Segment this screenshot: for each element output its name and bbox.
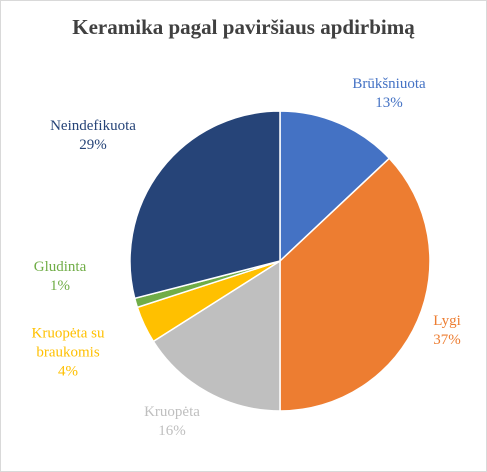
percent-label: 1% (50, 278, 70, 294)
percent-label: 4% (58, 363, 78, 380)
pie-slice (279, 157, 431, 412)
data-label: Kruopėta 16% (127, 403, 217, 441)
data-label: Brūkšniuota 13% (334, 75, 444, 113)
pie-slice (279, 110, 391, 263)
category-label: Brūkšniuota (352, 76, 426, 92)
data-label: Neindefikuota 29% (33, 117, 153, 155)
chart-title: Keramika pagal paviršiaus apdirbimą (72, 15, 415, 39)
category-label: Gludinta (33, 259, 87, 275)
pie-slice (152, 259, 281, 412)
data-label: Gludinta 1% (15, 258, 105, 296)
percent-label: 16% (158, 423, 186, 439)
percent-label: 29% (79, 137, 107, 153)
data-label: Lygi 37% (417, 312, 477, 350)
percent-label: 37% (433, 332, 461, 348)
percent-label: 13% (375, 95, 403, 111)
category-label: Lygi (433, 313, 461, 329)
category-label: Kruopėta su braukomis (31, 325, 105, 361)
category-label: Neindefikuota (50, 118, 136, 134)
pie-slice (129, 110, 281, 300)
data-label: Kruopėta su braukomis 4% (18, 325, 118, 382)
category-label: Kruopėta (144, 404, 200, 420)
